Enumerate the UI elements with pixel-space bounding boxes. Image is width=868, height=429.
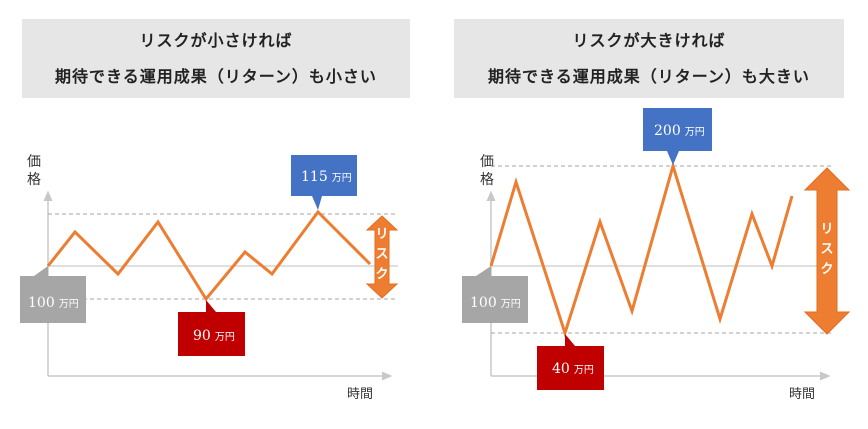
low-risk-min-badge-pointer xyxy=(206,300,216,312)
low-risk-header-line2: 期待できる運用成果（リターン）も小さい xyxy=(55,66,377,86)
high-risk-max-value: 200 万円 xyxy=(654,123,705,139)
low-risk-min-value: 90 万円 xyxy=(193,328,235,344)
low-risk-x-label: 時間 xyxy=(347,387,373,402)
high-risk-min-value: 40 万円 xyxy=(552,361,594,377)
high-risk-risk-label-1: リ xyxy=(820,222,833,237)
low-risk-risk-label-2: ス xyxy=(375,247,388,262)
high-risk-base-badge xyxy=(462,276,528,323)
high-risk-price-line xyxy=(489,160,794,338)
low-risk-header: リスクが小さければ 期待できる運用成果（リターン）も小さい xyxy=(22,19,410,98)
low-risk-y-label-char1: 価 xyxy=(27,154,41,170)
high-risk-max-badge xyxy=(643,108,712,151)
high-risk-header-line1: リスクが大きければ xyxy=(572,30,726,50)
low-risk-max-badge-pointer xyxy=(312,196,322,210)
high-risk-max-badge-pointer xyxy=(667,151,679,165)
low-risk-max-badge xyxy=(291,155,357,196)
high-risk-risk-arrow xyxy=(803,167,851,335)
high-risk-base-badge-pointer xyxy=(476,266,491,276)
low-risk-base-badge xyxy=(20,276,86,323)
low-risk-panel: リスクが小さければ 期待できる運用成果（リターン）も小さい 価 格 時間 100… xyxy=(20,19,410,402)
low-risk-max-value: 115 万円 xyxy=(301,169,352,185)
high-risk-risk-label-2: ス xyxy=(820,242,833,257)
high-risk-min-badge-pointer xyxy=(565,334,575,346)
low-risk-price-line xyxy=(46,209,372,302)
high-risk-min-badge xyxy=(537,346,604,390)
high-risk-header: リスクが大きければ 期待できる運用成果（リターン）も大きい xyxy=(454,19,844,98)
low-risk-base-value: 100 万円 xyxy=(28,295,79,311)
low-risk-diagram: 価 格 時間 100 万円 115 万円 90 万円 リ ス ク xyxy=(20,154,399,402)
low-risk-header-line1: リスクが小さければ xyxy=(139,30,293,50)
high-risk-x-label: 時間 xyxy=(789,387,815,402)
high-risk-panel: リスクが大きければ 期待できる運用成果（リターン）も大きい 価 格 時間 100… xyxy=(434,0,868,429)
high-risk-y-label-char1: 価 xyxy=(480,154,494,170)
high-risk-header-line2: 期待できる運用成果（リターン）も大きい xyxy=(488,66,810,86)
low-risk-risk-arrow xyxy=(365,215,399,299)
high-risk-diagram: 価 格 時間 100 万円 200 万円 40 万円 リ ス ク xyxy=(462,108,851,402)
low-risk-risk-label-3: ク xyxy=(375,267,388,282)
low-risk-risk-label-1: リ xyxy=(375,227,388,242)
high-risk-risk-label-3: ク xyxy=(820,262,833,277)
low-risk-base-badge-pointer xyxy=(34,266,48,276)
high-risk-y-label-char2: 格 xyxy=(480,172,494,188)
low-risk-y-label-char2: 格 xyxy=(27,172,41,188)
low-risk-min-badge xyxy=(178,312,245,356)
high-risk-base-value: 100 万円 xyxy=(470,295,521,311)
